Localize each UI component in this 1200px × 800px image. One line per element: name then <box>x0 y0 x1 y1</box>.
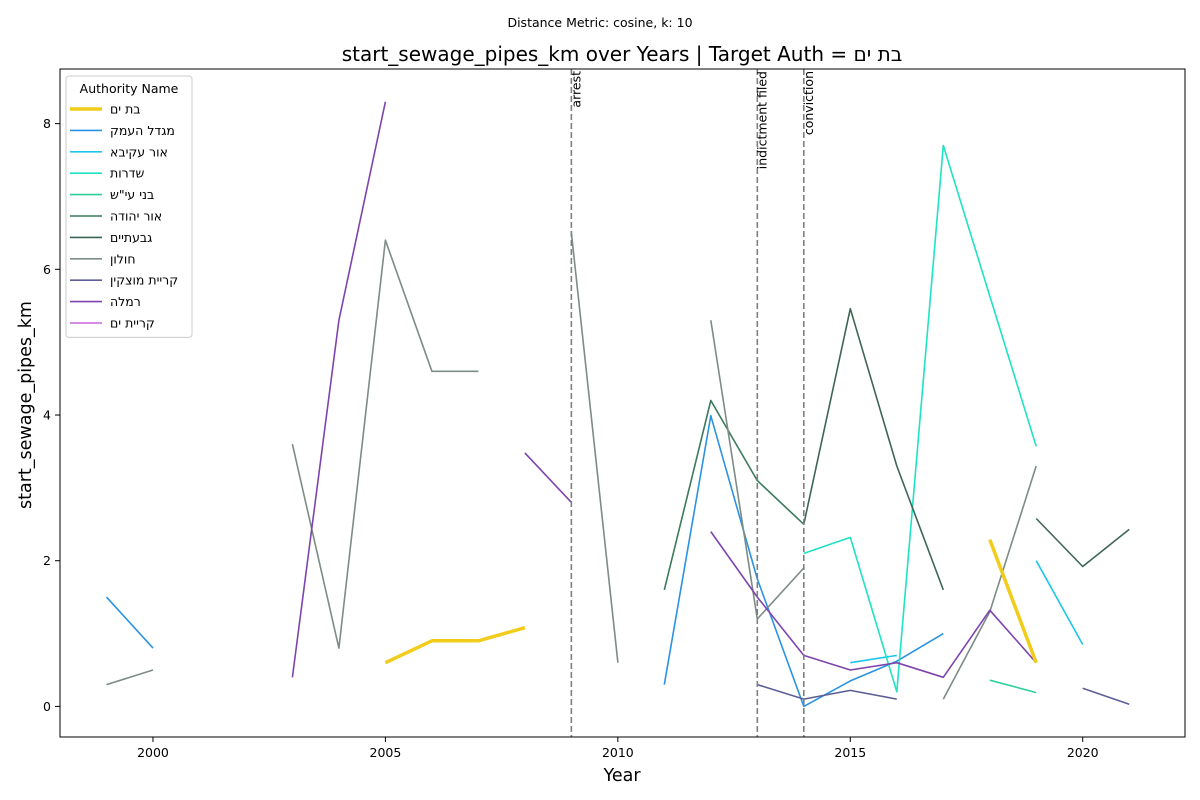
x-tick-label-2: 2010 <box>602 745 634 760</box>
series-line-6-0 <box>803 307 945 591</box>
legend-label-2: אור עקיבא <box>110 144 168 159</box>
legend-label-4: בני עי"ש <box>110 187 154 202</box>
legend-label-3: שדרות <box>110 166 145 181</box>
legend-label-9: רמלה <box>110 294 141 309</box>
series-line-9-2 <box>710 531 1037 679</box>
series-line-3-0 <box>803 144 1037 693</box>
series-line-9-0 <box>291 101 387 678</box>
series-line-0-1 <box>988 538 1038 664</box>
x-tick-label-3: 2015 <box>834 745 866 760</box>
legend-label-0: בת ים <box>110 102 141 117</box>
x-tick-label-0: 2000 <box>137 745 169 760</box>
event-label-2: conviction <box>801 71 816 135</box>
legend-label-6: גבעתיים <box>110 230 152 245</box>
x-tick-label-1: 2005 <box>370 745 402 760</box>
series-line-7-4 <box>942 465 1037 700</box>
legend-label-8: קריית מוצקין <box>110 273 178 288</box>
series-line-2-1 <box>1035 560 1084 645</box>
legend-title: Authority Name <box>80 81 179 96</box>
legend-label-10: קריית ים <box>110 316 155 331</box>
x-tick-label-4: 2020 <box>1067 745 1099 760</box>
series-line-1-1 <box>663 414 944 708</box>
y-tick-label-2: 4 <box>43 408 51 423</box>
series-line-0-0 <box>384 626 526 665</box>
y-tick-label-0: 0 <box>43 699 51 714</box>
legend-label-5: אור יהודה <box>110 209 162 224</box>
axes-frame <box>59 68 1186 738</box>
y-tick-label-3: 6 <box>43 262 51 277</box>
series-line-4-0 <box>989 679 1037 694</box>
legend-label-1: מגדל העמק <box>110 123 175 138</box>
series-line-9-1 <box>524 452 572 503</box>
chart-title: start_sewage_pipes_km over Years | Targe… <box>342 42 903 66</box>
y-tick-label-1: 2 <box>43 553 51 568</box>
series-line-8-0 <box>757 683 897 700</box>
event-label-0: arrest <box>568 71 583 108</box>
chart-suptitle: Distance Metric: cosine, k: 10 <box>507 15 692 30</box>
series-line-7-2 <box>570 232 619 663</box>
plot-area: arrest indictment filed conviction 2000 2005… <box>43 68 1186 760</box>
y-tick-label-4: 8 <box>43 116 51 131</box>
y-axis-label: start_sewage_pipes_km <box>16 301 36 509</box>
legend-label-7: חולון <box>110 251 136 266</box>
series-line-5-0 <box>663 399 805 591</box>
series-line-8-1 <box>1082 687 1130 705</box>
series-line-7-0 <box>106 669 154 686</box>
legend: Authority Name בת ים מגדל העמק אור עקיבא שדר… <box>65 75 193 338</box>
series-line-6-1 <box>1035 517 1130 568</box>
series-line-1-0 <box>105 596 154 649</box>
legend-box <box>65 75 193 338</box>
series-line-2-0 <box>850 654 897 664</box>
x-axis-label: Year <box>602 766 641 786</box>
series-line-7-1 <box>291 239 479 649</box>
event-label-1: indictment filed <box>754 71 769 169</box>
